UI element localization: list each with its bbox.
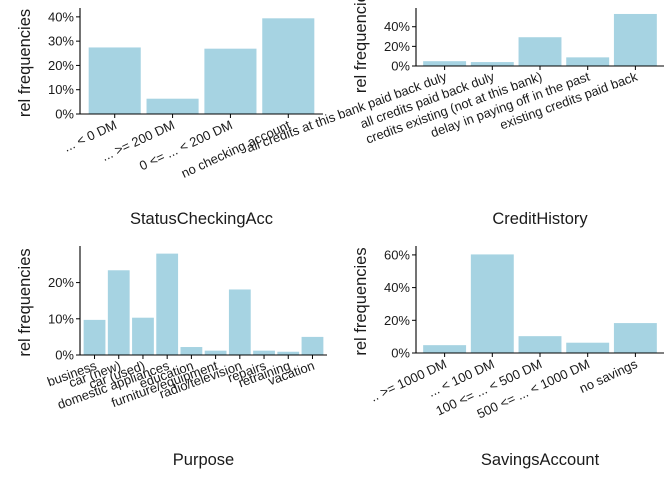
y-tick-label: 0% xyxy=(55,107,74,122)
y-tick-label: 20% xyxy=(384,313,410,328)
bar-0 xyxy=(423,345,467,353)
y-tick-label: 20% xyxy=(384,39,410,54)
y-tick-label: 40% xyxy=(384,280,410,295)
x-axis-title: SavingsAccount xyxy=(481,451,600,469)
bar-3 xyxy=(566,342,610,353)
x-axis-title: Purpose xyxy=(173,451,234,469)
bar-2 xyxy=(518,37,562,66)
bar-1 xyxy=(470,254,514,353)
y-axis-title: rel frequencies xyxy=(16,248,34,356)
panel-status-checking: 0%10%20%30%40%... < 0 DM... >= 200 DM0 <… xyxy=(16,8,323,228)
y-tick-label: 30% xyxy=(48,34,74,49)
x-axis-title: CreditHistory xyxy=(492,210,588,228)
y-axis-title: rel frequencies xyxy=(352,247,370,355)
y-tick-label: 10% xyxy=(48,82,74,97)
bar-4 xyxy=(180,347,203,355)
y-tick-label: 20% xyxy=(48,58,74,73)
y-tick-label: 40% xyxy=(48,9,74,24)
bar-0 xyxy=(88,47,141,115)
bar-2 xyxy=(132,317,154,355)
bar-5 xyxy=(204,350,227,355)
bar-2 xyxy=(204,48,257,114)
bar-0 xyxy=(423,61,467,66)
y-tick-label: 10% xyxy=(48,311,74,326)
bar-9 xyxy=(301,336,324,355)
y-tick-label: 0% xyxy=(391,59,410,74)
bar-6 xyxy=(228,289,251,355)
bar-3 xyxy=(262,18,315,114)
bar-1 xyxy=(470,62,514,66)
x-axis-title: StatusCheckingAcc xyxy=(130,210,273,228)
bar-0 xyxy=(83,319,106,355)
bar-4 xyxy=(613,13,657,66)
y-tick-label: 0% xyxy=(391,346,410,361)
y-axis-title: rel frequencies xyxy=(352,0,370,93)
bar-7 xyxy=(253,350,275,355)
x-tick-label: no checking account xyxy=(179,117,293,181)
y-tick-label: 0% xyxy=(55,348,74,363)
bar-1 xyxy=(107,270,130,355)
y-tick-label: 20% xyxy=(48,275,74,290)
bar-1 xyxy=(146,98,199,114)
bar-3 xyxy=(566,57,610,66)
y-axis-title: rel frequencies xyxy=(16,9,34,117)
panel-savings-account: 0%20%40%60%.. >= 1000 DM... < 100 DM100 … xyxy=(352,246,664,469)
bar-4 xyxy=(613,323,657,353)
y-tick-label: 40% xyxy=(384,19,410,34)
bar-2 xyxy=(518,336,562,353)
bar-3 xyxy=(156,253,179,355)
bar-8 xyxy=(277,351,300,355)
y-tick-label: 60% xyxy=(384,247,410,262)
